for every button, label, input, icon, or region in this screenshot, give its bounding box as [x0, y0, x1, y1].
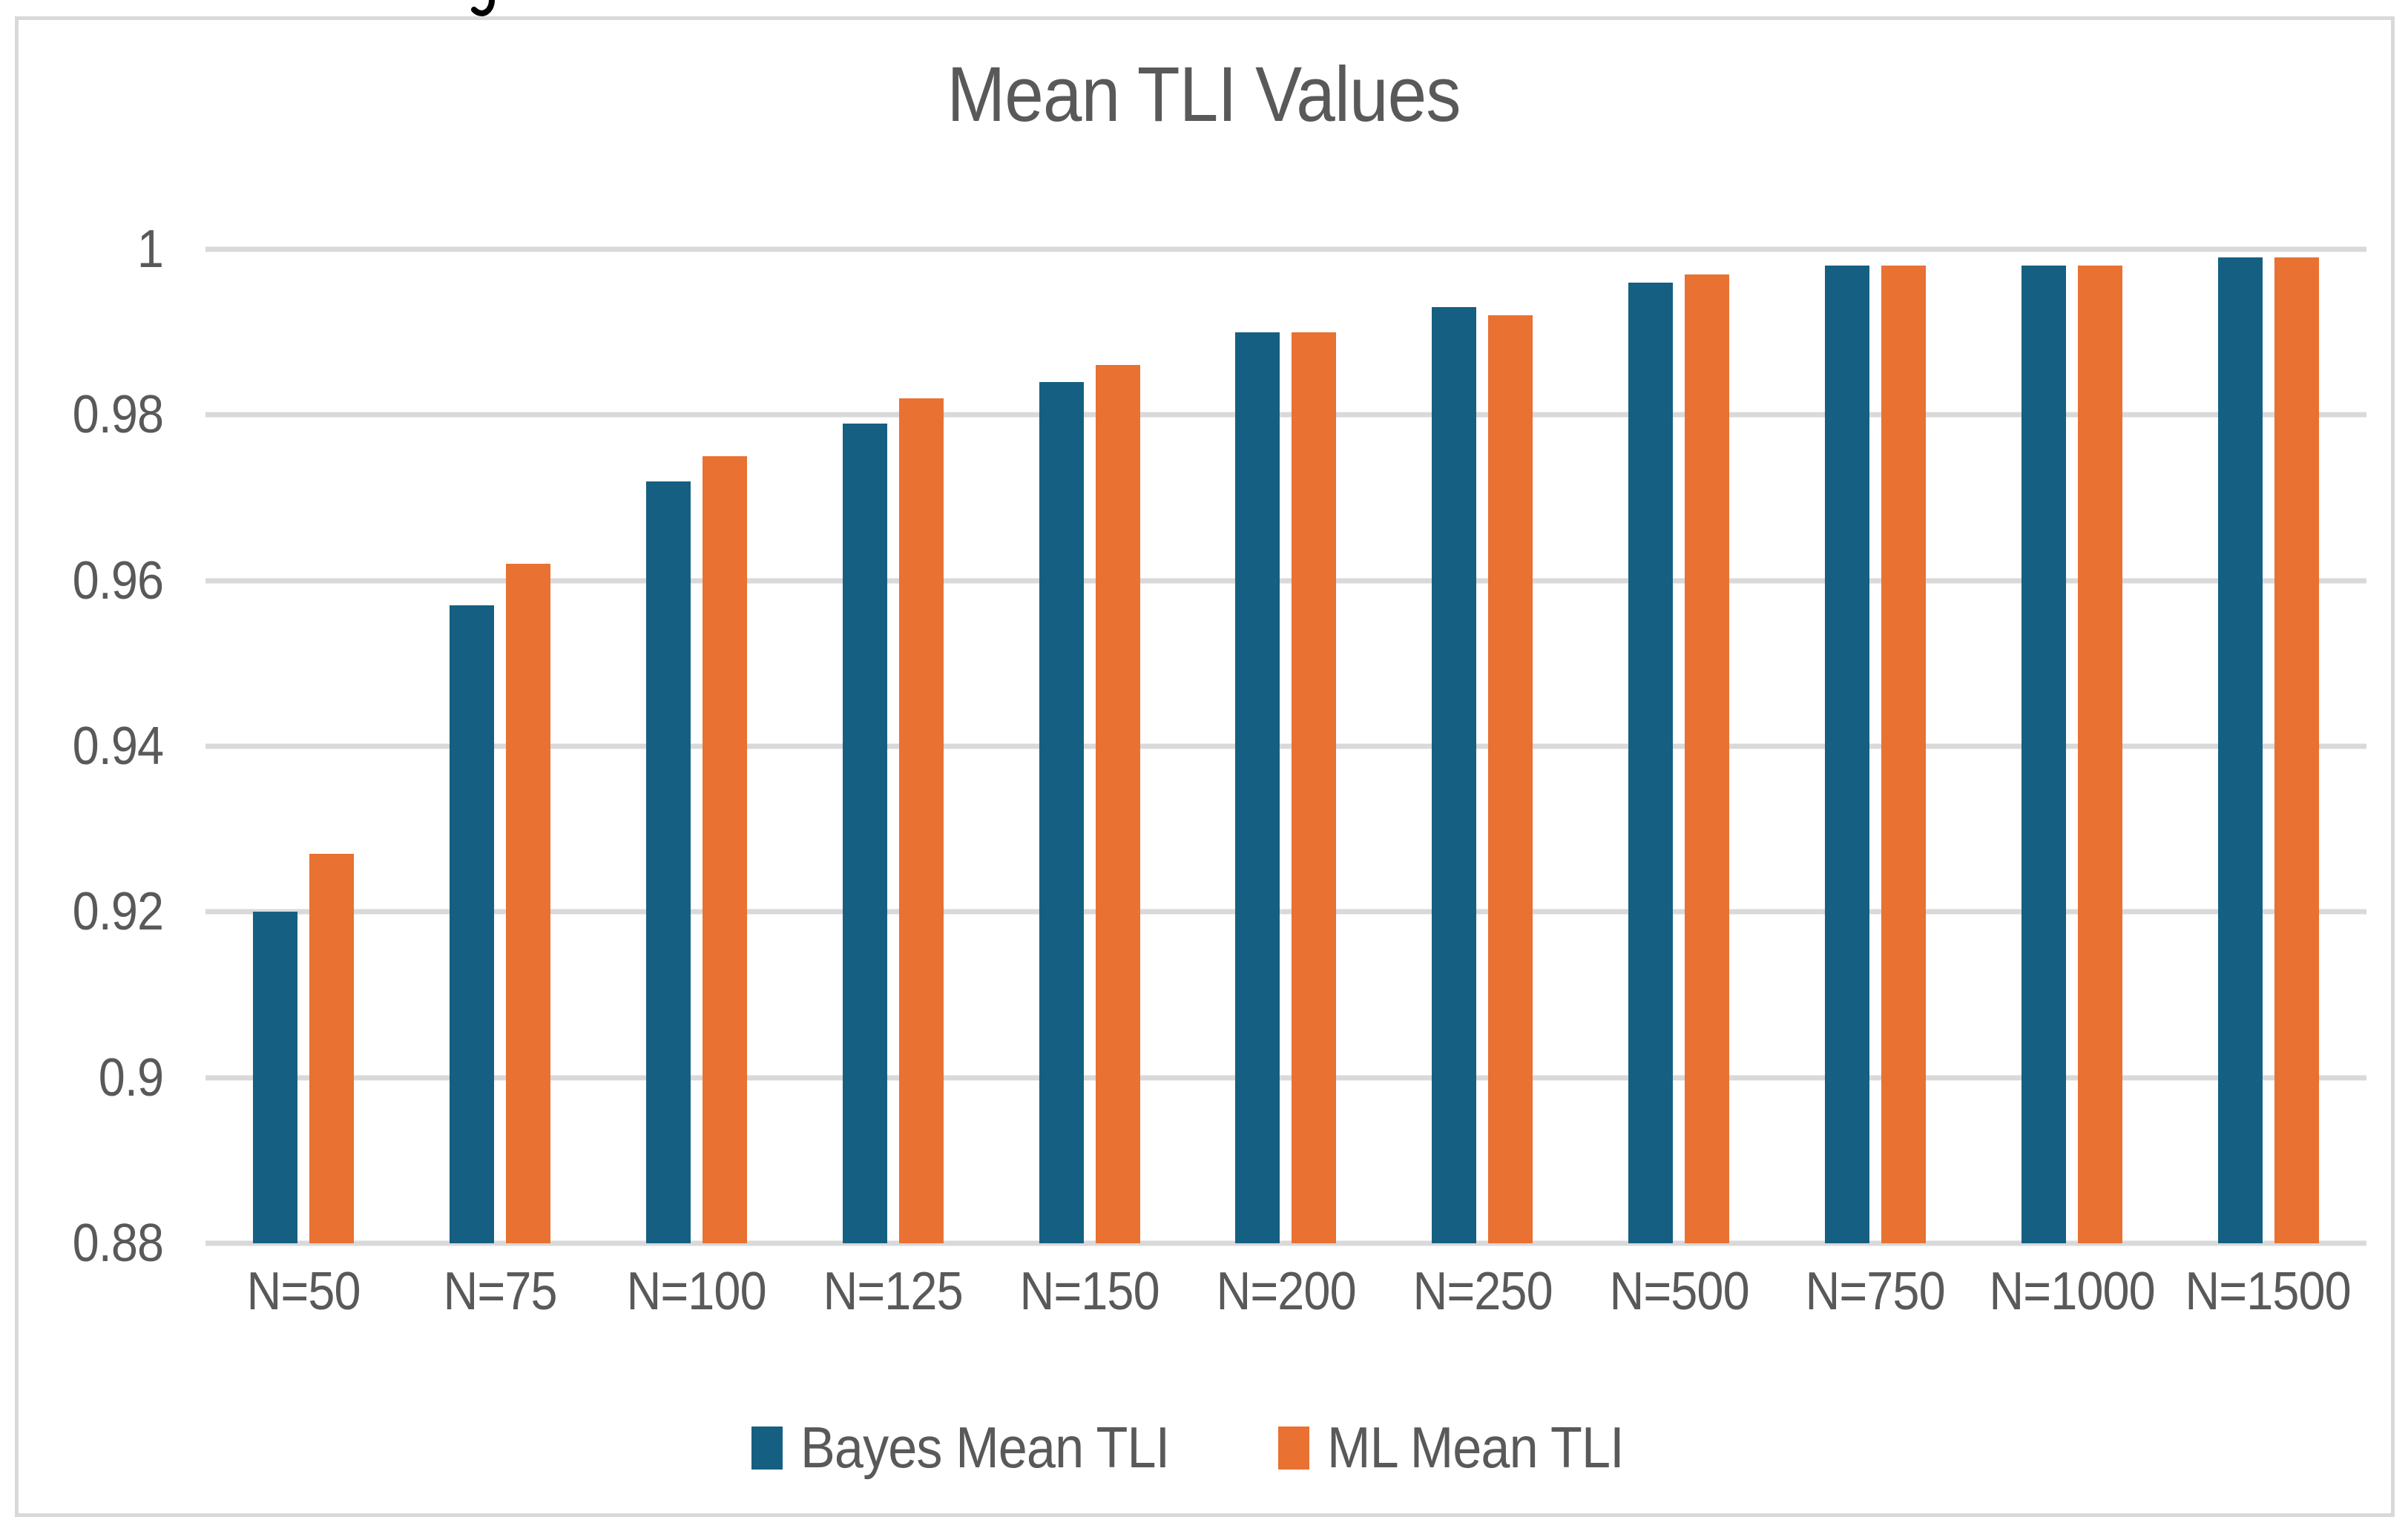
- x-axis-tick-label: N=50: [205, 1261, 402, 1322]
- bar-ml-mean-tli: [703, 456, 748, 1243]
- y-axis: 1 0.98 0.96 0.94 0.92 0.9 0.88: [30, 220, 164, 1273]
- x-axis-tick-text: N=750: [1805, 1262, 1946, 1321]
- gridline: [205, 909, 2366, 915]
- bar-ml-mean-tli: [1881, 266, 1926, 1243]
- bar-ml-mean-tli: [506, 564, 551, 1243]
- bar-bayes-mean-tli: [2217, 257, 2263, 1243]
- legend-item-ml-mean-tli: ML Mean TLI: [1278, 1414, 1657, 1481]
- bar-group-n500: [1581, 249, 1777, 1243]
- y-axis-tick-label: 0.98: [30, 384, 163, 445]
- bar-group-n100: [599, 249, 795, 1243]
- x-axis-tick-label: N=125: [795, 1261, 991, 1322]
- bar-ml-mean-tli: [898, 398, 944, 1243]
- plot-area: [205, 246, 2366, 1246]
- legend-label-text: ML Mean TLI: [1327, 1415, 1625, 1480]
- bar-group-n1500: [2170, 249, 2366, 1243]
- bar-bayes-mean-tli: [842, 423, 887, 1243]
- chart-title-text: Mean TLI Values: [947, 51, 1461, 138]
- x-axis-tick-text: N=50: [246, 1262, 361, 1321]
- bar-bayes-mean-tli: [1039, 381, 1084, 1243]
- gridline: [205, 1240, 2366, 1246]
- bar-bayes-mean-tli: [1824, 266, 1869, 1243]
- bar-bayes-mean-tli: [1235, 332, 1280, 1243]
- bar-bayes-mean-tli: [2021, 266, 2066, 1243]
- y-axis-tick-text: 0.88: [72, 1214, 163, 1273]
- bar-ml-mean-tli: [2077, 266, 2122, 1243]
- bar-bayes-mean-tli: [1432, 307, 1477, 1243]
- y-axis-tick-text: 0.94: [72, 717, 163, 776]
- gridline: [205, 578, 2366, 584]
- y-axis-tick-label: 0.9: [30, 1047, 164, 1108]
- y-axis-tick-text: 0.9: [98, 1047, 164, 1108]
- gridline: [205, 246, 2366, 252]
- chart-frame: [15, 16, 2395, 1517]
- legend-item-bayes-mean-tli: Bayes Mean TLI: [751, 1414, 1211, 1481]
- bar-ml-mean-tli: [309, 854, 355, 1243]
- bar-ml-mean-tli: [1095, 365, 1140, 1243]
- bar-group-n200: [1188, 249, 1384, 1243]
- legend: Bayes Mean TLI ML Mean TLI: [0, 1414, 2408, 1481]
- bar-bayes-mean-tli: [253, 912, 298, 1243]
- bar-group-n150: [991, 249, 1188, 1243]
- bar-bayes-mean-tli: [1628, 282, 1674, 1243]
- x-axis-tick-label: N=100: [599, 1261, 795, 1322]
- bar-ml-mean-tli: [1685, 274, 1730, 1243]
- y-axis-tick-label: 1: [30, 219, 164, 280]
- bar-group-n125: [795, 249, 991, 1243]
- bar-group-n75: [402, 249, 599, 1243]
- y-axis-tick-label: 0.88: [30, 1213, 163, 1274]
- y-axis-tick-text: 0.92: [72, 882, 163, 942]
- legend-marker-icon: [751, 1426, 783, 1470]
- bar-group-n750: [1777, 249, 1974, 1243]
- x-axis-tick-label: N=1500: [2170, 1261, 2366, 1322]
- x-axis: N=50 N=75 N=100 N=125 N=150 N=200 N=250 N=500 N=…: [205, 1261, 2366, 1322]
- x-axis-tick-label: N=75: [402, 1261, 599, 1322]
- y-axis-tick-text: 1: [136, 220, 164, 279]
- y-axis-tick-text: 0.96: [72, 550, 163, 611]
- bar-group-n250: [1384, 249, 1581, 1243]
- x-axis-tick-text: N=125: [823, 1262, 964, 1321]
- x-axis-tick-text: N=250: [1412, 1262, 1553, 1321]
- bar-ml-mean-tli: [1488, 315, 1533, 1243]
- bar-group-n50: [205, 249, 402, 1243]
- x-axis-tick-label: N=750: [1777, 1261, 1974, 1322]
- x-axis-tick-text: N=150: [1019, 1262, 1160, 1321]
- x-axis-tick-text: N=500: [1608, 1262, 1749, 1321]
- x-axis-tick-text: N=1500: [2185, 1262, 2352, 1321]
- y-axis-tick-label: 0.96: [30, 550, 163, 611]
- y-axis-tick-label: 0.94: [30, 716, 163, 777]
- x-axis-tick-text: N=1000: [1989, 1262, 2155, 1321]
- bar-bayes-mean-tli: [450, 605, 495, 1243]
- legend-marker-icon: [1278, 1426, 1310, 1470]
- bar-group-n1000: [1973, 249, 2170, 1243]
- bar-ml-mean-tli: [2274, 257, 2319, 1243]
- x-axis-tick-text: N=100: [626, 1262, 767, 1321]
- gridline: [205, 412, 2366, 418]
- y-axis-tick-label: 0.92: [30, 881, 163, 942]
- x-axis-tick-text: N=75: [443, 1262, 558, 1321]
- x-axis-tick-text: N=200: [1216, 1262, 1356, 1321]
- bar-ml-mean-tli: [1292, 332, 1337, 1243]
- x-axis-tick-label: N=200: [1188, 1261, 1384, 1322]
- legend-label: ML Mean TLI: [1327, 1414, 1657, 1481]
- legend-label: Bayes Mean TLI: [800, 1414, 1211, 1481]
- x-axis-tick-label: N=1000: [1973, 1261, 2170, 1322]
- x-axis-tick-label: N=250: [1384, 1261, 1581, 1322]
- bar-groups: [205, 249, 2366, 1243]
- x-axis-tick-label: N=500: [1581, 1261, 1777, 1322]
- gridline: [205, 743, 2366, 749]
- legend-label-text: Bayes Mean TLI: [800, 1415, 1170, 1480]
- cropped-text-descender-icon: [471, 0, 495, 16]
- x-axis-tick-label: N=150: [991, 1261, 1188, 1322]
- bar-bayes-mean-tli: [646, 481, 691, 1243]
- gridline: [205, 1075, 2366, 1081]
- y-axis-tick-text: 0.98: [72, 385, 163, 445]
- chart-title: Mean TLI Values: [0, 50, 2408, 139]
